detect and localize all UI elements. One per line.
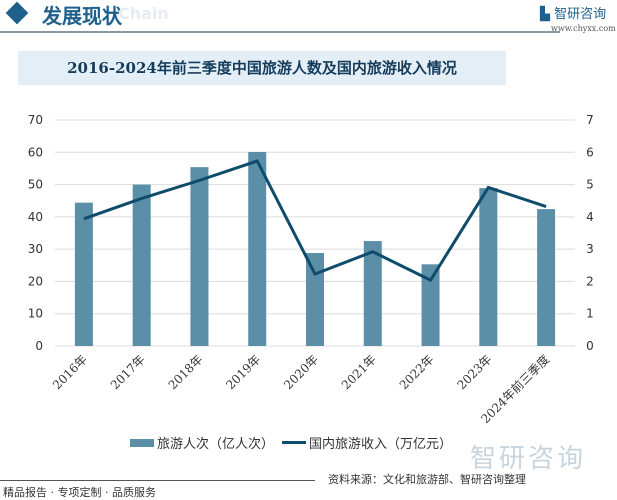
bar — [190, 167, 209, 346]
x-tick-label: 2023年 — [454, 352, 494, 392]
y-left-tick-label: 60 — [28, 145, 43, 159]
y-left-tick-label: 20 — [28, 274, 43, 288]
y-left-tick-label: 0 — [35, 339, 43, 353]
x-tick-label: 2019年 — [223, 352, 263, 392]
y-right-tick-label: 0 — [586, 339, 594, 353]
bar — [248, 151, 267, 346]
bar — [363, 241, 382, 346]
logo-url: www.chyxx.com — [551, 24, 616, 33]
y-right-tick-label: 4 — [586, 210, 594, 224]
x-tick-label: 2020年 — [281, 352, 321, 392]
header-watermark: Chain — [118, 4, 169, 23]
chart-title: 2016-2024年前三季度中国旅游人数及国内旅游收入情况 — [67, 59, 457, 77]
bar — [537, 209, 556, 346]
legend-bar-swatch — [130, 438, 154, 447]
legend-line-swatch — [282, 441, 306, 444]
section-title: 发展现状 — [42, 4, 122, 28]
footer-watermark: 智研咨询 — [470, 444, 587, 474]
source-note: 资料来源：文化和旅游部、智研咨询整理 — [328, 473, 526, 486]
y-right-tick-label: 3 — [586, 242, 594, 256]
y-left-tick-label: 70 — [28, 113, 43, 127]
bar — [132, 184, 151, 346]
y-right-tick-label: 6 — [586, 145, 594, 159]
y-right-tick-label: 5 — [586, 178, 594, 192]
y-left-tick-label: 30 — [28, 242, 43, 256]
y-right-tick-label: 2 — [586, 274, 594, 288]
y-left-tick-label: 10 — [28, 307, 43, 321]
logo: ▙ 智研咨询 — [540, 7, 607, 22]
x-tick-label: 2018年 — [166, 352, 206, 392]
x-tick-label: 2022年 — [397, 352, 437, 392]
bar — [74, 202, 93, 346]
legend-bar: 旅游人次（亿人次） — [130, 433, 274, 452]
footer-divider — [0, 480, 315, 481]
y-right-tick-label: 1 — [586, 307, 594, 321]
footer-slogan: 精品报告 · 专项定制 · 品质服务 — [3, 486, 156, 499]
x-tick-label: 2021年 — [339, 352, 379, 392]
logo-text: 智研咨询 — [554, 7, 607, 22]
title-band — [18, 51, 506, 85]
header-divider — [0, 31, 560, 33]
x-tick-label: 2016年 — [50, 352, 90, 392]
bar — [306, 253, 324, 346]
legend-bar-label: 旅游人次（亿人次） — [157, 437, 275, 452]
y-right-tick-label: 7 — [586, 113, 594, 127]
legend-line-label: 国内旅游收入（万亿元） — [309, 437, 453, 452]
legend-line: 国内旅游收入（万亿元） — [282, 433, 452, 452]
x-tick-label: 2017年 — [108, 352, 148, 392]
y-left-tick-label: 50 — [28, 178, 43, 192]
y-left-tick-label: 40 — [28, 210, 43, 224]
bar — [421, 264, 440, 346]
bar — [479, 188, 498, 346]
